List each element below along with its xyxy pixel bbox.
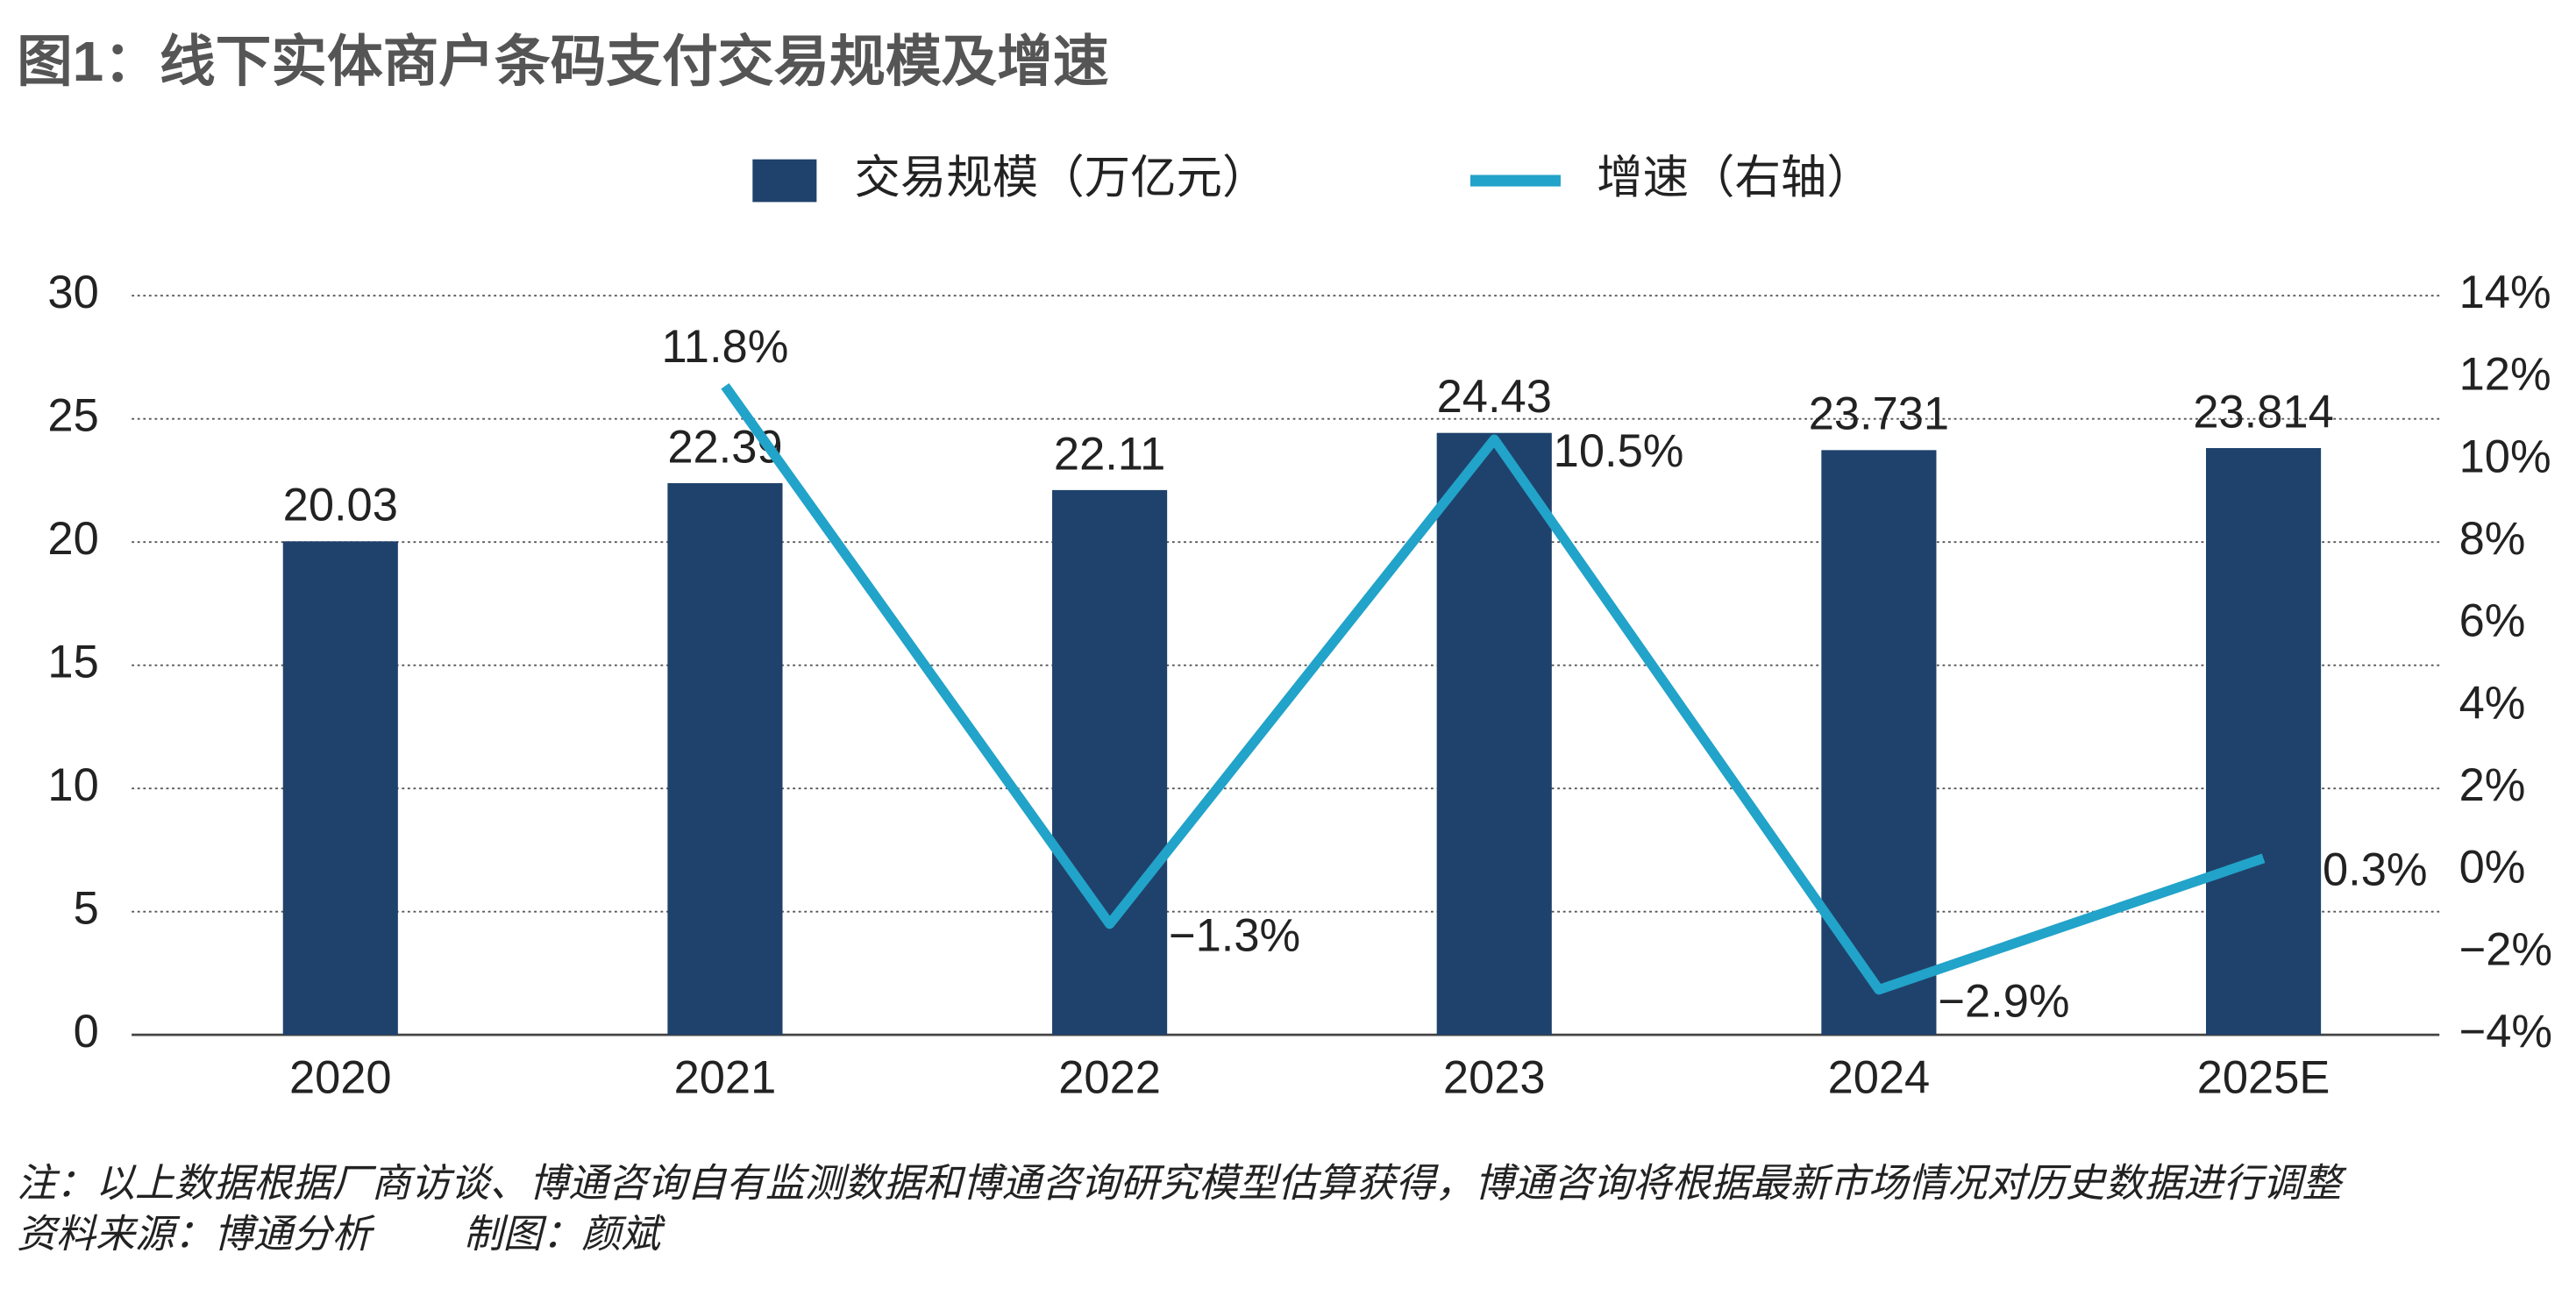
y2-tick-label: 0% xyxy=(2459,843,2526,894)
note: 注：以上数据根据厂商访谈、博通咨询自有监测数据和博通咨询研究模型估算获得，博通咨… xyxy=(17,1160,2346,1205)
line-value-label: 11.8% xyxy=(662,322,789,373)
bar xyxy=(1821,450,1937,1036)
line-value-label: 0.3% xyxy=(2323,844,2428,895)
bar-value-label: 22.11 xyxy=(1054,429,1165,480)
x-tick-label: 2020 xyxy=(289,1052,392,1103)
x-tick-label: 2025E xyxy=(2197,1052,2330,1103)
bar-value-label: 20.03 xyxy=(283,481,398,531)
y-tick-label: 30 xyxy=(47,267,98,318)
bar xyxy=(282,541,398,1036)
x-tick-label: 2022 xyxy=(1058,1052,1161,1103)
x-tick-label: 2024 xyxy=(1828,1052,1931,1103)
y2-tick-label: 10% xyxy=(2459,431,2551,482)
x-tick-label: 2021 xyxy=(674,1052,777,1103)
line-value-label: −2.9% xyxy=(1938,976,2069,1027)
y2-tick-label: 14% xyxy=(2459,267,2551,318)
bar xyxy=(1436,432,1552,1036)
line xyxy=(721,382,2266,995)
credit: 制图：颜斌 xyxy=(464,1211,666,1256)
bar-value-label: 23.731 xyxy=(1809,389,1949,440)
y2-tick-label: 6% xyxy=(2459,596,2526,647)
y2-tick-label: 12% xyxy=(2459,350,2551,401)
bar-value-label: 23.814 xyxy=(2193,387,2333,438)
bar xyxy=(1052,489,1168,1036)
chart-title: 图1：线下实体商户条码支付交易规模及增速 xyxy=(17,31,1108,93)
y2-tick-label: 2% xyxy=(2459,760,2526,811)
bar xyxy=(667,483,783,1036)
y2-tick-label: 4% xyxy=(2459,678,2526,729)
y-tick-label: 0 xyxy=(74,1007,99,1057)
y-tick-label: 10 xyxy=(47,760,98,811)
y-tick-label: 25 xyxy=(47,391,98,442)
bar-value-label: 24.43 xyxy=(1437,372,1552,423)
line-value-label: −1.3% xyxy=(1169,910,1300,961)
legend-label: 增速（右轴） xyxy=(1597,153,1873,203)
legend-label: 交易规模（万亿元） xyxy=(854,153,1268,203)
legend-swatch xyxy=(752,159,817,203)
y-tick-label: 5 xyxy=(74,884,99,935)
x-tick-label: 2023 xyxy=(1443,1052,1546,1103)
bar xyxy=(2205,448,2322,1036)
y2-tick-label: 8% xyxy=(2459,514,2526,565)
line-value-label: 10.5% xyxy=(1554,426,1684,477)
y2-tick-label: −4% xyxy=(2459,1007,2552,1057)
y-tick-label: 15 xyxy=(47,637,98,688)
y2-tick-label: −2% xyxy=(2459,924,2552,975)
source: 资料来源：博通分析 xyxy=(17,1211,376,1256)
y-tick-label: 20 xyxy=(47,514,98,565)
